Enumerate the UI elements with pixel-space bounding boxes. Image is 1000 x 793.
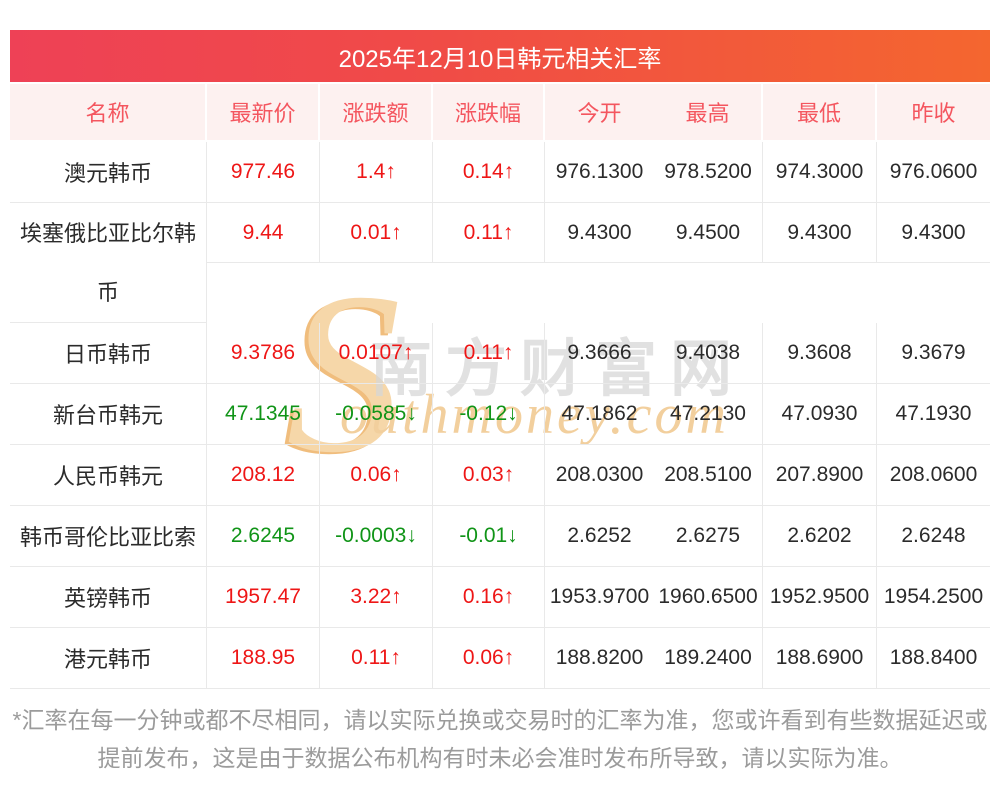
table-row: 澳元韩币 977.46 1.4↑ 0.14↑ 976.1300 978.5200 974.3… — [10, 142, 990, 203]
table-row: 英镑韩币 1957.47 3.22↑ 0.16↑ 1953.9700 1960.6500 1… — [10, 567, 990, 628]
cell-open: 9.3666 — [567, 341, 632, 364]
cell-change: 0.06↑ — [320, 445, 433, 505]
cell-name: 港元韩币 — [10, 628, 207, 688]
cell-latest: 1957.47 — [207, 567, 320, 627]
table-row: 港元韩币 188.95 0.11↑ 0.06↑ 188.8200 189.2400 188.… — [10, 628, 990, 689]
cell-high: 189.2400 — [654, 628, 763, 688]
col-header-low: 最低 — [763, 84, 877, 140]
cell-change: 3.22↑ — [320, 567, 433, 627]
cell-change: 0.01↑ — [320, 203, 433, 262]
cell-change: 0.11↑ — [320, 628, 433, 688]
cell-change_pct: 0.11↑ — [433, 203, 545, 262]
cell-latest: 2.6245 — [207, 506, 320, 566]
col-header-latest: 最新价 — [207, 84, 320, 140]
cell-prev_close: 188.8400 — [889, 646, 978, 669]
col-header-change_pct: 涨跌幅 — [433, 84, 545, 140]
table-row: 新台币韩元 47.1345 -0.0585↓ -0.12↓ 47.1862 47.2130… — [10, 384, 990, 445]
cell-low: 207.8900 — [763, 445, 877, 505]
cell-latest: 9.44 — [207, 203, 320, 262]
cell-high: 2.6275 — [654, 506, 763, 566]
cell-change: -0.0585↓ — [320, 384, 433, 444]
cell-name: 人民币韩元 — [10, 445, 207, 505]
table-row: 人民币韩元 208.12 0.06↑ 0.03↑ 208.0300 208.5100 207… — [10, 445, 990, 506]
cell-open: 976.1300 — [555, 160, 644, 183]
col-header-name: 名称 — [10, 84, 207, 140]
cell-prev_close: 2.6248 — [901, 524, 966, 547]
cell-high: 9.4038 — [654, 323, 763, 383]
table-row-values: 9.44 0.01↑ 0.11↑ 9.4300 9.4500 9.4300 9.4300 — [207, 203, 990, 263]
cell-low: 2.6202 — [763, 506, 877, 566]
cell-open: 9.4300 — [567, 220, 632, 244]
col-header-open: 今开 — [545, 84, 654, 140]
cell-prev_close: 1954.2500 — [883, 585, 984, 608]
cell-name: 日币韩币 — [10, 323, 207, 384]
cell-high: 9.4500 — [654, 203, 763, 262]
cell-prev_close: 9.4300 — [901, 220, 966, 244]
cell-change_pct: 0.14↑ — [433, 142, 545, 202]
page-title: 2025年12月10日韩元相关汇率 — [10, 30, 990, 82]
cell-latest: 977.46 — [207, 142, 320, 202]
cell-prev_close: 976.0600 — [889, 160, 978, 183]
cell-change: -0.0003↓ — [320, 506, 433, 566]
cell-prev_close: 208.0600 — [889, 463, 978, 486]
table-row: 韩币哥伦比亚比索 2.6245 -0.0003↓ -0.01↓ 2.6252 2.6275… — [10, 506, 990, 567]
cell-high: 47.2130 — [654, 384, 763, 444]
exchange-rate-table: 名称 最新价 涨跌额 涨跌幅 今开 最高 最低 昨收 澳元韩币 977.46 1.4↑ 0.14↑ 9… — [10, 84, 990, 689]
cell-open: 1953.9700 — [549, 585, 650, 608]
cell-change_pct: 0.11↑ — [433, 323, 545, 383]
cell-name: 澳元韩币 — [10, 142, 207, 202]
cell-open: 188.8200 — [555, 646, 644, 669]
cell-open: 208.0300 — [555, 463, 644, 486]
col-header-high: 最高 — [654, 84, 763, 140]
table-header: 名称 最新价 涨跌额 涨跌幅 今开 最高 最低 昨收 — [10, 84, 990, 140]
cell-name: 英镑韩币 — [10, 567, 207, 627]
table-body: 澳元韩币 977.46 1.4↑ 0.14↑ 976.1300 978.5200 974.3… — [10, 142, 990, 689]
cell-latest: 188.95 — [207, 628, 320, 688]
cell-open: 47.1862 — [561, 402, 638, 425]
cell-low: 188.6900 — [763, 628, 877, 688]
cell-low: 47.0930 — [763, 384, 877, 444]
cell-low: 9.4300 — [763, 203, 877, 262]
footer: *汇率在每一分钟或都不尽相同，请以实际兑换或交易时的汇率为准，您或许看到有些数据… — [0, 689, 1000, 793]
table-row-group: 埃塞俄比亚比尔韩币 日币韩币 9.44 0.01↑ 0.11↑ 9.4300 9.4500 9… — [10, 203, 990, 384]
cell-low: 974.3000 — [763, 142, 877, 202]
cell-change_pct: -0.12↓ — [433, 384, 545, 444]
cell-change_pct: 0.06↑ — [433, 628, 545, 688]
table-row-values: 9.3786 0.0107↑ 0.11↑ 9.3666 9.4038 9.3608 9.36… — [207, 323, 990, 384]
cell-change: 1.4↑ — [320, 142, 433, 202]
cell-high: 208.5100 — [654, 445, 763, 505]
cell-name: 新台币韩元 — [10, 384, 207, 444]
cell-latest: 9.3786 — [207, 323, 320, 383]
cell-latest: 47.1345 — [207, 384, 320, 444]
cell-open: 2.6252 — [567, 524, 632, 547]
cell-high: 978.5200 — [654, 142, 763, 202]
disclaimer-text: *汇率在每一分钟或都不尽相同，请以实际兑换或交易时的汇率为准，您或许看到有些数据… — [12, 707, 988, 771]
cell-prev_close: 9.3679 — [901, 341, 966, 364]
cell-low: 1952.9500 — [763, 567, 877, 627]
cell-prev_close: 47.1930 — [895, 402, 972, 425]
cell-change_pct: 0.03↑ — [433, 445, 545, 505]
cell-high: 1960.6500 — [654, 567, 763, 627]
cell-change_pct: 0.16↑ — [433, 567, 545, 627]
cell-name: 埃塞俄比亚比尔韩币 — [10, 203, 207, 323]
cell-change_pct: -0.01↓ — [433, 506, 545, 566]
cell-low: 9.3608 — [763, 323, 877, 383]
cell-name: 韩币哥伦比亚比索 — [10, 506, 207, 566]
spacer-row — [207, 263, 990, 323]
cell-change: 0.0107↑ — [320, 323, 433, 383]
cell-latest: 208.12 — [207, 445, 320, 505]
col-header-prev_close: 昨收 — [877, 84, 990, 140]
col-header-change: 涨跌额 — [320, 84, 433, 140]
